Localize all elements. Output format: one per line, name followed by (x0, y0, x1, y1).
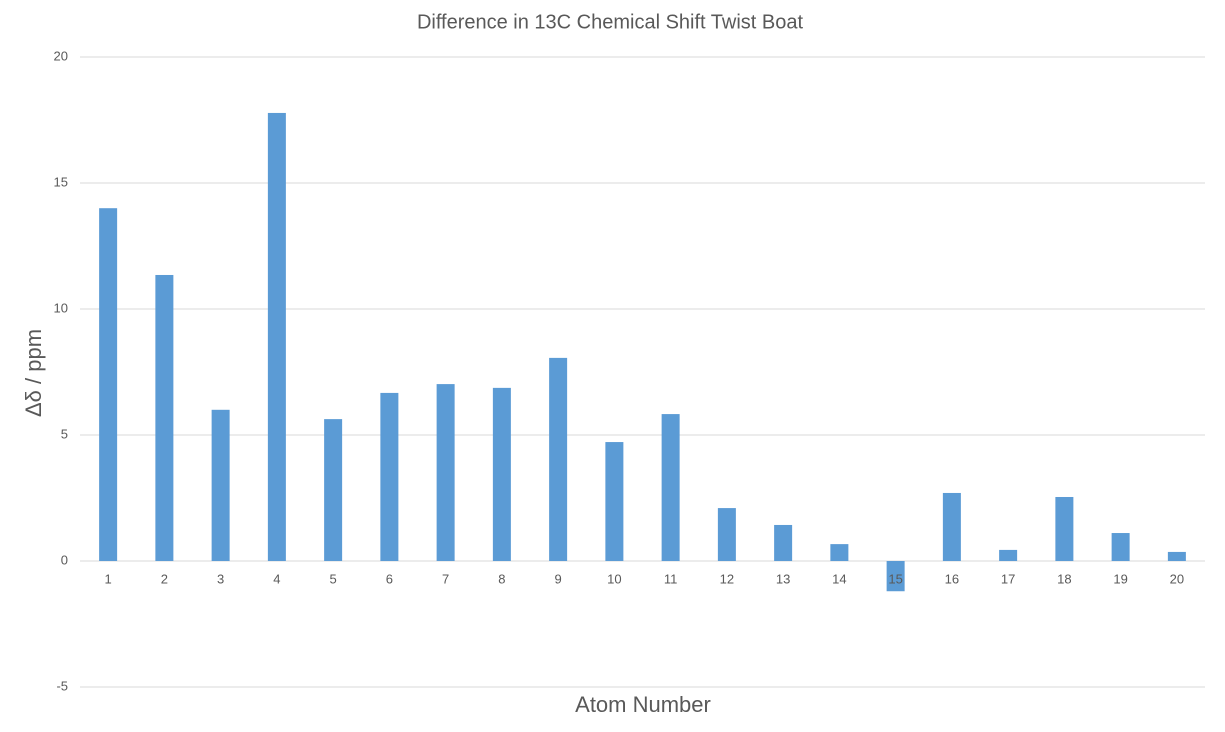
x-tick-label: 6 (386, 571, 393, 586)
bar (661, 414, 680, 561)
x-tick-label: 9 (555, 571, 562, 586)
bar (830, 544, 849, 561)
y-tick-label: -5 (56, 678, 68, 693)
x-tick-label: 16 (945, 571, 959, 586)
x-tick-label: 8 (498, 571, 505, 586)
bar (436, 384, 455, 561)
x-tick-label: 14 (832, 571, 846, 586)
y-tick-label: 15 (54, 174, 68, 189)
bar (605, 442, 624, 561)
bar (99, 208, 118, 561)
x-tick-label: 10 (607, 571, 621, 586)
bar (717, 508, 736, 561)
bar (1055, 496, 1074, 561)
y-tick-label: 10 (54, 300, 68, 315)
y-axis-label: Δδ / ppm (21, 329, 46, 417)
bar (211, 409, 230, 561)
x-tick-label: 18 (1057, 571, 1071, 586)
bar (999, 549, 1018, 561)
x-tick-label: 15 (888, 571, 902, 586)
x-tick-label: 4 (273, 571, 280, 586)
bar (1167, 551, 1186, 561)
y-tick-label: 5 (61, 426, 68, 441)
x-tick-label: 17 (1001, 571, 1015, 586)
bar (324, 419, 343, 561)
x-tick-label: 5 (330, 571, 337, 586)
x-tick-label: 19 (1113, 571, 1127, 586)
bar (942, 492, 961, 561)
bar (267, 112, 286, 561)
x-axis-label: Atom Number (575, 692, 711, 717)
bar (774, 524, 793, 561)
bar (549, 357, 568, 561)
x-tick-label: 12 (720, 571, 734, 586)
x-tick-label: 7 (442, 571, 449, 586)
x-tick-label: 13 (776, 571, 790, 586)
x-tick-label: 1 (105, 571, 112, 586)
chart-title: Difference in 13C Chemical Shift Twist B… (417, 11, 804, 33)
x-tick-label: 11 (664, 571, 678, 586)
bar (492, 387, 511, 561)
y-tick-label: 20 (54, 48, 68, 63)
y-tick-label: 0 (61, 552, 68, 567)
bar (380, 392, 399, 561)
bar (886, 561, 905, 592)
bar (155, 274, 174, 561)
x-tick-label: 20 (1170, 571, 1184, 586)
bar (1111, 533, 1130, 561)
x-tick-label: 2 (161, 571, 168, 586)
x-tick-label: 3 (217, 571, 224, 586)
